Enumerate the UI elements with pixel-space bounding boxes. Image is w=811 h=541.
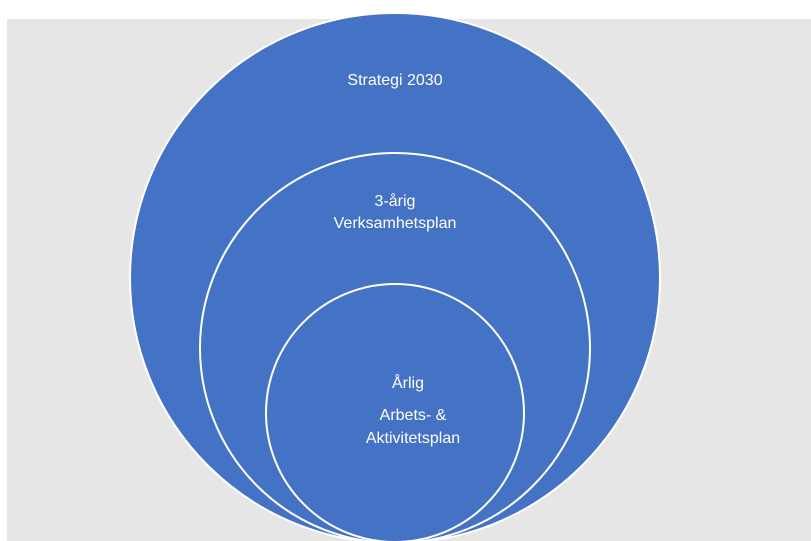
middle-circle-label-line2: Verksamhetsplan <box>334 215 457 232</box>
inner-circle-label-line2: Arbets- & <box>380 407 447 424</box>
inner-circle-label-line3: Aktivitetsplan <box>366 430 460 447</box>
inner-circle-aktivitetsplan <box>265 283 525 541</box>
outer-circle-label: Strategi 2030 <box>347 72 442 89</box>
inner-circle-label-line1: Årlig <box>392 373 424 392</box>
middle-circle-label-line1: 3-årig <box>375 192 416 210</box>
